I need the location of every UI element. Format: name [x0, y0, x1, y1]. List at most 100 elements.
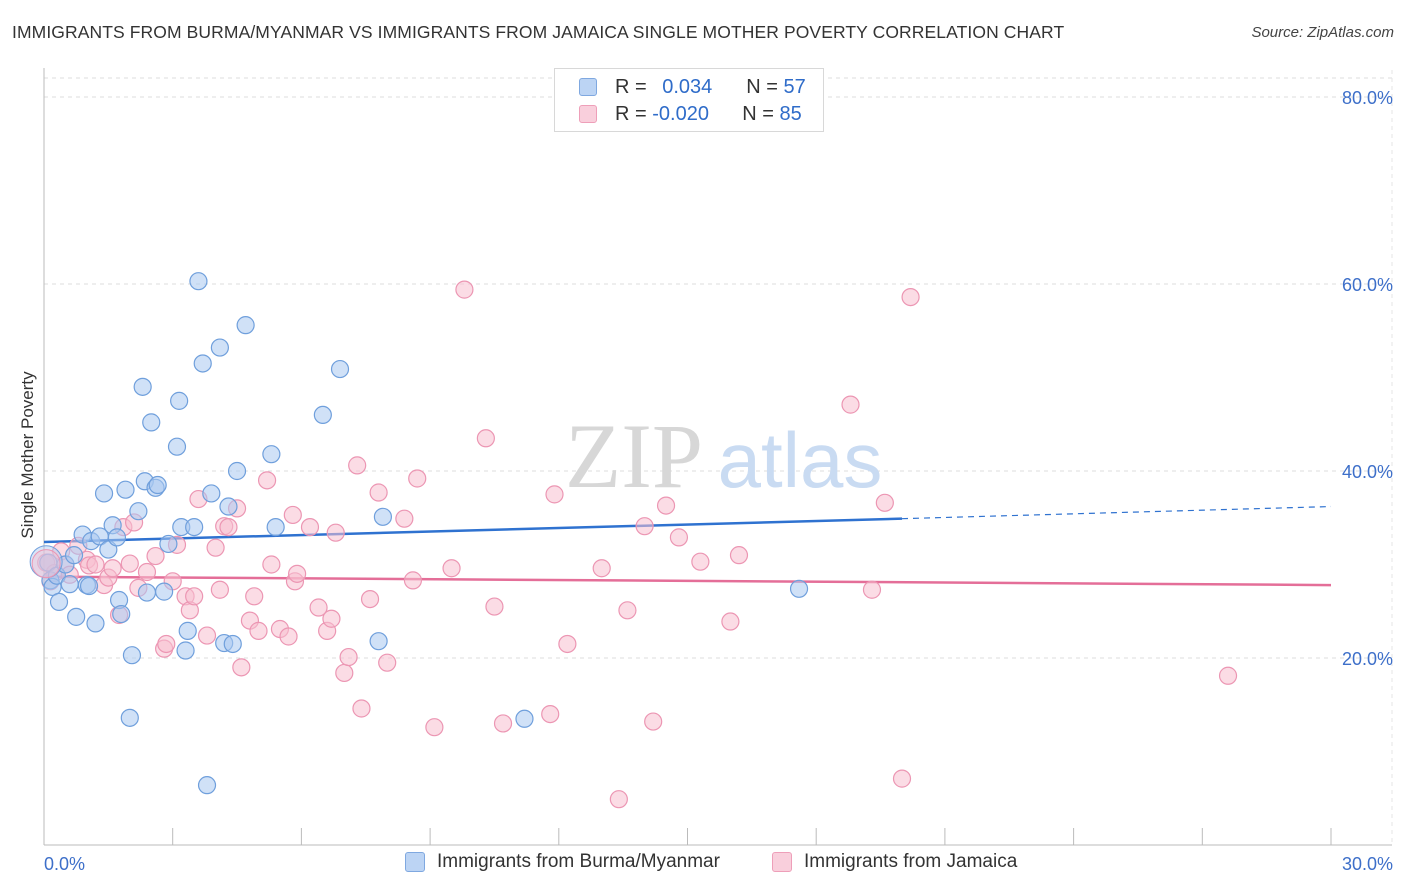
jamaica-point	[558, 634, 577, 654]
jamaica-point	[721, 612, 740, 631]
burma-point	[155, 582, 174, 601]
burma-point	[313, 405, 332, 424]
y-axis-label: Single Mother Poverty	[18, 371, 37, 539]
burma-point	[116, 480, 135, 499]
jamaica-point	[352, 699, 371, 718]
burma-point	[67, 607, 86, 626]
jamaica-point	[644, 712, 663, 731]
jamaica-point	[157, 634, 176, 654]
burma-point	[193, 354, 212, 373]
chart-title: IMMIGRANTS FROM BURMA/MYANMAR VS IMMIGRA…	[12, 22, 1065, 42]
burma-point	[789, 579, 809, 598]
burma-point	[142, 413, 161, 432]
jamaica-point	[892, 769, 912, 788]
burma-point	[223, 634, 242, 654]
x-tick-label: 0.0%	[44, 854, 85, 874]
source-label: Source: ZipAtlas.com	[1251, 24, 1394, 41]
burma-point	[330, 359, 350, 379]
jamaica-point	[493, 714, 513, 733]
burma-point	[178, 621, 197, 640]
x-tick-label: 30.0%	[1342, 854, 1393, 874]
jamaica-point	[300, 517, 320, 537]
burma-point	[197, 776, 217, 795]
stats-legend: R = 0.034 N = 57 R = -0.020 N = 85	[554, 68, 824, 132]
jamaica-point	[31, 549, 61, 579]
jamaica-point	[288, 564, 307, 583]
jamaica-point	[618, 601, 637, 620]
jamaica-point	[656, 496, 676, 515]
jamaica-point	[403, 571, 423, 590]
jamaica-point	[245, 587, 264, 606]
legend-row-burma: R = 0.034 N = 57	[579, 75, 806, 99]
jamaica-point	[476, 429, 495, 448]
jamaica-point	[210, 580, 229, 599]
jamaica-point	[635, 517, 654, 536]
jamaica-point	[369, 483, 388, 502]
burma-point	[262, 445, 281, 464]
jamaica-point	[875, 493, 894, 512]
burma-legend-label: Immigrants from Burma/Myanmar	[437, 851, 720, 872]
jamaica-point	[609, 790, 628, 809]
jamaica-point	[485, 597, 504, 616]
burma-point	[94, 484, 114, 503]
jamaica-point	[691, 552, 710, 571]
jamaica-trend-line	[43, 575, 1332, 587]
jamaica-point	[901, 287, 920, 307]
axes	[43, 68, 1392, 846]
watermark-atlas: atlas	[718, 416, 883, 504]
data-points	[29, 272, 1238, 809]
jamaica-point	[219, 517, 238, 537]
jamaica-point	[360, 589, 380, 609]
jamaica-point	[120, 554, 139, 573]
jamaica-point	[206, 538, 225, 557]
burma-point	[176, 641, 195, 660]
burma-trend-line	[43, 517, 903, 544]
jamaica-point	[146, 546, 165, 566]
legend-row-jamaica: R = -0.020 N = 85	[579, 102, 802, 126]
jamaica-n-label: N =	[742, 102, 780, 125]
jamaica-point	[455, 280, 474, 299]
jamaica-point	[592, 559, 611, 578]
jamaica-point	[262, 555, 281, 574]
jamaica-point	[862, 580, 882, 599]
jamaica-point	[729, 546, 749, 565]
trend-lines	[43, 505, 1332, 587]
jamaica-point	[257, 471, 277, 490]
jamaica-point	[841, 395, 860, 414]
jamaica-point	[1218, 666, 1238, 685]
burma-point	[133, 377, 152, 396]
jamaica-point	[137, 562, 157, 582]
burma-point	[122, 646, 142, 665]
jamaica-point	[322, 609, 341, 628]
jamaica-point	[103, 559, 122, 578]
jamaica-r-label: R =	[615, 102, 653, 125]
jamaica-point	[232, 658, 251, 677]
jamaica-point	[309, 598, 328, 617]
gridlines	[44, 70, 1393, 845]
burma-point	[79, 576, 99, 596]
burma-point	[129, 502, 148, 521]
y-tick-label: 60.0%	[1342, 275, 1393, 295]
legend-item-burma[interactable]: Immigrants from Burma/Myanmar	[405, 851, 720, 873]
jamaica-point	[425, 718, 444, 737]
jamaica-point	[339, 647, 358, 667]
burma-point	[373, 507, 393, 526]
burma-point	[515, 709, 534, 728]
burma-point	[64, 546, 84, 565]
y-tick-label: 80.0%	[1342, 88, 1393, 108]
jamaica-legend-label: Immigrants from Jamaica	[804, 851, 1018, 872]
burma-point	[167, 437, 187, 456]
watermark: ZIP atlas	[565, 405, 882, 507]
legend-item-jamaica[interactable]: Immigrants from Jamaica	[772, 851, 1017, 873]
burma-n-label: N =	[746, 75, 784, 98]
jamaica-point	[348, 456, 367, 475]
burma-point	[170, 391, 189, 410]
burma-point	[185, 517, 204, 537]
jamaica-point	[197, 626, 217, 645]
y-tick-label: 40.0%	[1342, 462, 1393, 482]
burma-legend-swatch	[405, 852, 425, 872]
jamaica-point	[669, 528, 689, 547]
y-tick-label: 20.0%	[1342, 649, 1393, 669]
burma-point	[60, 575, 79, 594]
